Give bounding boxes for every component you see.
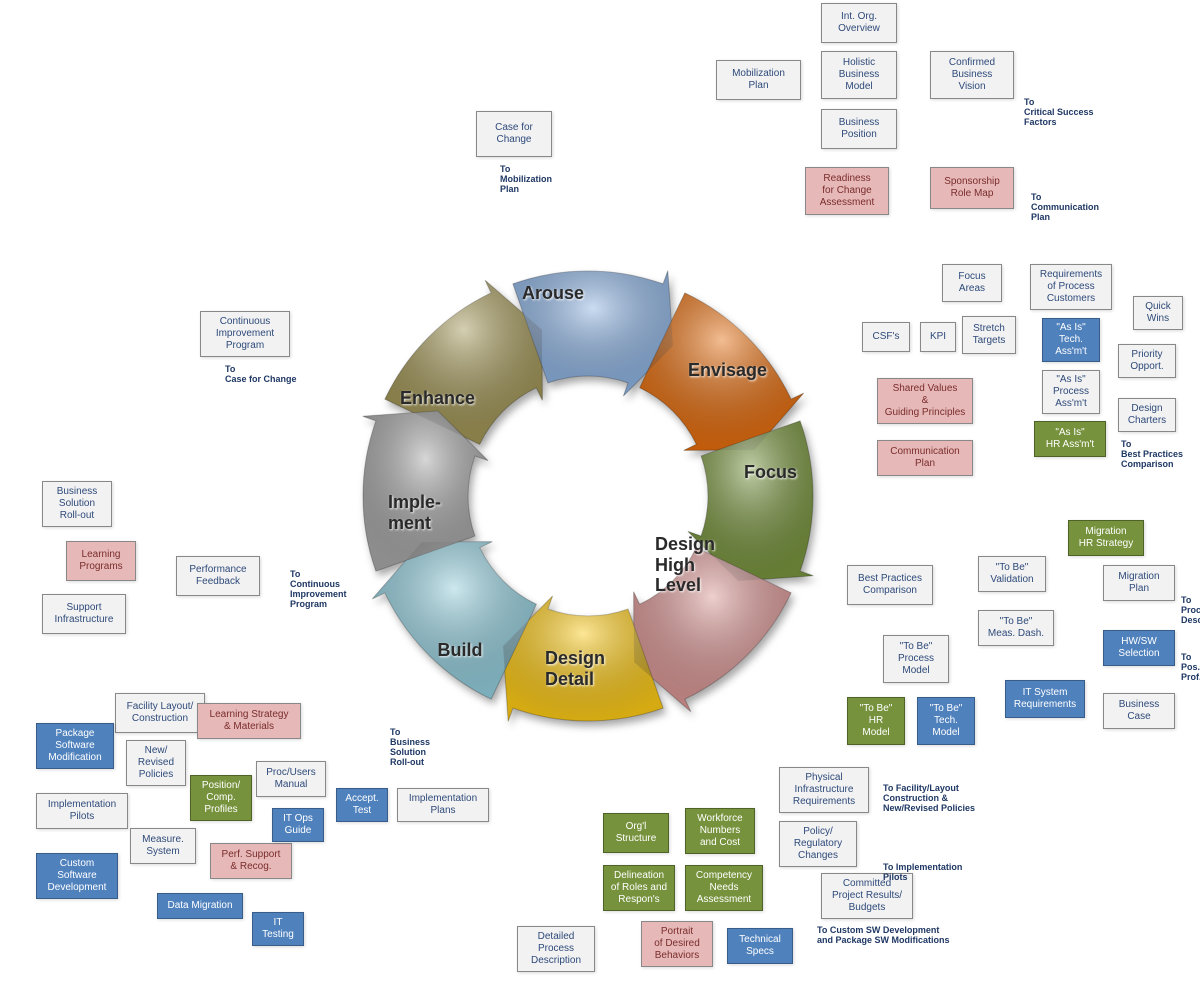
business-position: BusinessPosition [821,109,897,149]
communication-plan: CommunicationPlan [877,440,973,476]
position-comp-profiles: Position/Comp.Profiles [190,775,252,821]
tobe-process-model: "To Be"ProcessModel [883,635,949,683]
priority-opport: PriorityOpport. [1118,344,1176,378]
cycle-label-enhance: Enhance [400,388,475,409]
note-best-practices: ToBest PracticesComparison [1121,440,1183,470]
quick-wins: QuickWins [1133,296,1183,330]
note-csf: ToCritical SuccessFactors [1024,98,1094,128]
facility-layout: Facility Layout/Construction [115,693,205,733]
package-sw-mod: PackageSoftwareModification [36,723,114,769]
mobilization-plan: MobilizationPlan [716,60,801,100]
stretch-targets: StretchTargets [962,316,1016,354]
delineation-roles: Delineationof Roles andRespon's [603,865,675,911]
shared-values: Shared Values&Guiding Principles [877,378,973,424]
kpi: KPI [920,322,956,352]
note-pos-prof: ToPos.Prof. [1181,653,1200,683]
confirmed-business-vision: ConfirmedBusinessVision [930,51,1014,99]
asis-process: "As Is"ProcessAss'm't [1042,370,1100,414]
csfs: CSF's [862,322,910,352]
support-infrastructure: SupportInfrastructure [42,594,126,634]
measure-system: Measure.System [130,828,196,864]
holistic-business-model: HolisticBusinessModel [821,51,897,99]
business-solution-rollout: BusinessSolutionRoll-out [42,481,112,527]
cycle-label-design: DesignDetail [545,648,605,689]
note-custom-sw: To Custom SW Developmentand Package SW M… [817,926,950,946]
cycle-label-imple-: Imple-ment [388,492,441,533]
competency-needs: CompetencyNeedsAssessment [685,865,763,911]
sponsorship-role-map: SponsorshipRole Map [930,167,1014,209]
it-system-req: IT SystemRequirements [1005,680,1085,718]
int-org-overview: Int. Org.Overview [821,3,897,43]
learning-programs: LearningPrograms [66,541,136,581]
policy-reg-changes: Policy/RegulatoryChanges [779,821,857,867]
cycle-label-design: DesignHighLevel [655,534,715,596]
cycle-label-arouse: Arouse [522,283,584,304]
note-mobilization-plan: ToMobilizationPlan [500,165,552,195]
new-revised-policies: New/RevisedPolicies [126,740,186,786]
perf-support-recog: Perf. Support& Recog. [210,843,292,879]
case-for-change: Case forChange [476,111,552,157]
learning-strategy: Learning Strategy& Materials [197,703,301,739]
hwsw-selection: HW/SWSelection [1103,630,1175,666]
orgl-structure: Org'lStructure [603,813,669,853]
readiness-change-assessment: Readinessfor ChangeAssessment [805,167,889,215]
tobe-meas-dash: "To Be"Meas. Dash. [978,610,1054,646]
req-process-customers: Requirementsof ProcessCustomers [1030,264,1112,310]
business-case: BusinessCase [1103,693,1175,729]
proc-users-manual: Proc/UsersManual [256,761,326,797]
migration-hr-strategy: MigrationHR Strategy [1068,520,1144,556]
detailed-process-desc: DetailedProcessDescription [517,926,595,972]
implementation-plans: ImplementationPlans [397,788,489,822]
cycle-label-build: Build [438,640,483,661]
cycle-label-focus: Focus [744,462,797,483]
note-facility: To Facility/LayoutConstruction &New/Revi… [883,784,975,814]
focus-areas: FocusAreas [942,264,1002,302]
note-bsr: ToBusinessSolutionRoll-out [390,728,430,768]
accept-test: Accept.Test [336,788,388,822]
custom-sw-dev: CustomSoftwareDevelopment [36,853,118,899]
note-cip: ToContinuousImprovementProgram [290,570,347,610]
it-testing: ITTesting [252,912,304,946]
technical-specs: TechnicalSpecs [727,928,793,964]
design-charters: DesignCharters [1118,398,1176,432]
portrait-behaviors: Portraitof DesiredBehaviors [641,921,713,967]
note-impl-pilots: To ImplementationPilots [883,863,962,883]
data-migration: Data Migration [157,893,243,919]
tobe-tech-model: "To Be"Tech.Model [917,697,975,745]
note-comm-plan: ToCommunicationPlan [1031,193,1099,223]
performance-feedback: PerformanceFeedback [176,556,260,596]
implementation-pilots: ImplementationPilots [36,793,128,829]
migration-plan: MigrationPlan [1103,565,1175,601]
continuous-improvement: ContinuousImprovementProgram [200,311,290,357]
tobe-validation: "To Be"Validation [978,556,1046,592]
physical-infra-req: PhysicalInfrastructureRequirements [779,767,869,813]
note-process-descrip: ToProcessDescrip. [1181,596,1200,626]
asis-hr: "As Is"HR Ass'm't [1034,421,1106,457]
asis-tech: "As Is"Tech.Ass'm't [1042,318,1100,362]
workforce-numbers: WorkforceNumbersand Cost [685,808,755,854]
tobe-hr-model: "To Be"HRModel [847,697,905,745]
cycle-label-envisage: Envisage [688,360,767,381]
best-practices-comparison: Best PracticesComparison [847,565,933,605]
it-ops-guide: IT OpsGuide [272,808,324,842]
note-case-change: ToCase for Change [225,365,297,385]
